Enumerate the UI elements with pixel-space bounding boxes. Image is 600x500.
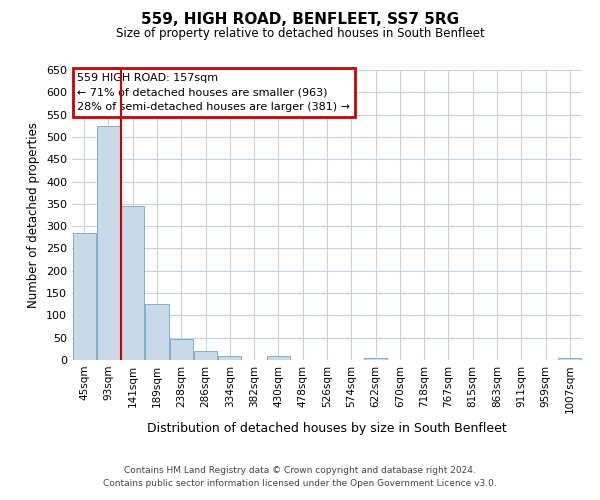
Bar [97,126,120,360]
Bar [364,358,387,360]
Y-axis label: Number of detached properties: Number of detached properties [28,122,40,308]
Bar [218,356,241,360]
Bar [145,304,169,360]
Bar [121,206,144,360]
Bar [559,358,581,360]
Text: 559 HIGH ROAD: 157sqm
← 71% of detached houses are smaller (963)
28% of semi-det: 559 HIGH ROAD: 157sqm ← 71% of detached … [77,73,350,112]
Bar [267,356,290,360]
X-axis label: Distribution of detached houses by size in South Benfleet: Distribution of detached houses by size … [147,422,507,434]
Bar [73,233,95,360]
Bar [194,351,217,360]
Text: Size of property relative to detached houses in South Benfleet: Size of property relative to detached ho… [116,28,484,40]
Text: Contains HM Land Registry data © Crown copyright and database right 2024.
Contai: Contains HM Land Registry data © Crown c… [103,466,497,487]
Text: 559, HIGH ROAD, BENFLEET, SS7 5RG: 559, HIGH ROAD, BENFLEET, SS7 5RG [141,12,459,28]
Bar [170,338,193,360]
